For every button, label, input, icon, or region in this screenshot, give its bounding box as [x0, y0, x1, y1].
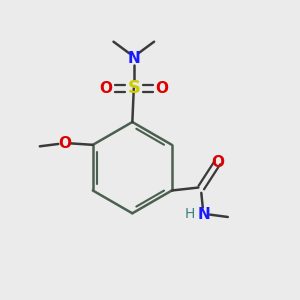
Text: H: H — [184, 207, 195, 221]
Text: N: N — [128, 51, 140, 66]
Text: O: O — [211, 155, 224, 170]
Text: N: N — [198, 206, 211, 221]
Text: S: S — [127, 79, 140, 97]
Text: O: O — [58, 136, 71, 151]
Text: O: O — [155, 81, 168, 96]
Text: O: O — [99, 81, 112, 96]
